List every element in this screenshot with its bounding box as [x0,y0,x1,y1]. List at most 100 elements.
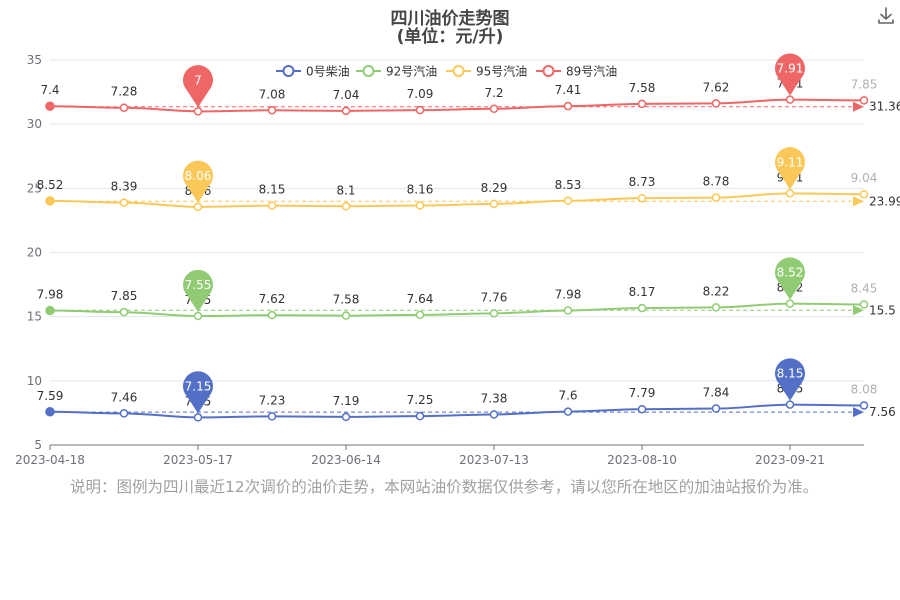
x-tick-label: 2023-05-17 [163,453,233,467]
y-tick-label: 5 [34,438,42,452]
legend-label: 89号汽油 [566,64,617,79]
legend-marker [282,65,295,77]
legend-item[interactable]: 89号汽油 [536,64,617,79]
min-pin-label: 8.06 [185,169,212,183]
data-label: 8.29 [481,181,508,195]
min-pin [183,269,214,313]
data-point [415,201,425,210]
min-pin-label: 7.55 [185,278,212,292]
data-point [711,303,721,312]
data-label: 8.08 [851,382,878,396]
data-label: 8.73 [629,175,656,189]
data-point [563,407,573,416]
series-line [49,302,865,318]
x-tick-label: 2023-04-18 [15,453,85,467]
data-label: 7.38 [481,391,508,405]
data-point [563,306,573,315]
legend-item[interactable]: 95号汽油 [446,64,527,79]
data-label: 8.17 [629,285,656,299]
data-label: 7.28 [111,85,138,99]
data-point [637,99,647,109]
legend-marker [542,65,555,77]
data-label: 7.2 [484,86,503,100]
data-label: 8.45 [851,281,878,295]
data-label: 8.16 [407,183,434,197]
download-icon[interactable] [876,6,896,26]
max-pin-label: 8.52 [777,266,804,280]
data-point [119,198,129,207]
average-label: 31.36 [869,100,900,114]
data-point [119,103,129,112]
data-point [563,196,573,206]
max-pin-label: 7.91 [777,62,804,76]
average-arrow [853,101,864,112]
data-label: 7.58 [333,293,360,307]
data-point [415,411,425,421]
data-label: 7.04 [333,88,360,102]
chart-grid [50,59,864,382]
data-label: 7.59 [37,389,64,403]
data-label: 7.08 [259,87,286,101]
data-point [341,412,351,422]
series-line [49,192,865,208]
data-label: 7.41 [555,83,582,97]
series-group: 7.56 7.59 7.46 7.15 7.23 7.19 7.25 7.38 7.6 7.79 7… [37,358,896,422]
data-point [45,196,55,206]
data-point [45,407,55,417]
data-point [785,95,795,104]
y-tick-label: 30 [27,117,42,131]
data-point [711,404,721,413]
average-label: 23.99 [869,194,900,208]
data-label: 7.25 [407,393,434,407]
legend-label: 92号汽油 [386,64,437,79]
legend-item[interactable]: 0号柴油 [276,65,350,79]
oil-price-chart: 5 10 15 20 25 30 35 2023-04-18 2023-05-17 2023-06… [15,53,900,467]
data-point [489,104,499,114]
max-pin [775,147,806,190]
legend-marker [452,65,465,77]
y-tick-label: 10 [27,374,42,388]
data-point [119,307,129,317]
average-arrow [853,407,864,418]
data-label: 8.52 [37,178,64,192]
x-tick-label: 2023-07-13 [459,453,529,467]
data-label: 7.79 [629,386,656,400]
data-point [711,99,721,108]
min-pin [183,65,214,108]
legend-item[interactable]: 92号汽油 [356,64,437,79]
data-label: 8.1 [336,183,355,197]
data-point [267,310,277,320]
data-point [859,300,869,309]
average-label: 7.56 [869,405,896,419]
chart-legend[interactable]: 0号柴油 92号汽油 95号汽油 89号汽油 [276,64,617,79]
min-pin-label: 7.15 [185,379,212,393]
data-label: 8.78 [703,175,730,189]
chart-axes: 5 10 15 20 25 30 35 2023-04-18 2023-05-17 2023-06… [15,53,864,467]
data-label: 7.84 [703,386,730,400]
x-tick-label: 2023-08-10 [607,453,677,467]
data-point [489,410,499,419]
average-arrow [853,196,864,207]
legend-label: 95号汽油 [476,64,527,79]
data-point [267,412,277,421]
legend-label: 0号柴油 [306,65,350,79]
data-point [711,193,721,202]
y-tick-label: 25 [27,181,42,195]
data-label: 7.19 [333,394,360,408]
x-tick-label: 2023-09-21 [755,453,825,467]
data-label: 7.6 [558,389,577,403]
data-point [489,199,499,209]
data-label: 9.04 [851,171,878,185]
data-point [45,305,55,316]
data-point [785,299,795,308]
max-pin-label: 9.11 [777,155,804,169]
data-point [267,201,277,210]
price-note: 说明：图例为四川最近12次调价的油价走势，本网站油价数据仅供参考，请以您所在地区… [70,478,819,496]
data-point [785,400,795,409]
data-point [859,189,869,199]
data-point [341,202,351,211]
data-label: 7.58 [629,81,656,95]
data-label: 8.39 [111,180,138,194]
max-pin [775,53,805,96]
min-pin [183,371,214,414]
